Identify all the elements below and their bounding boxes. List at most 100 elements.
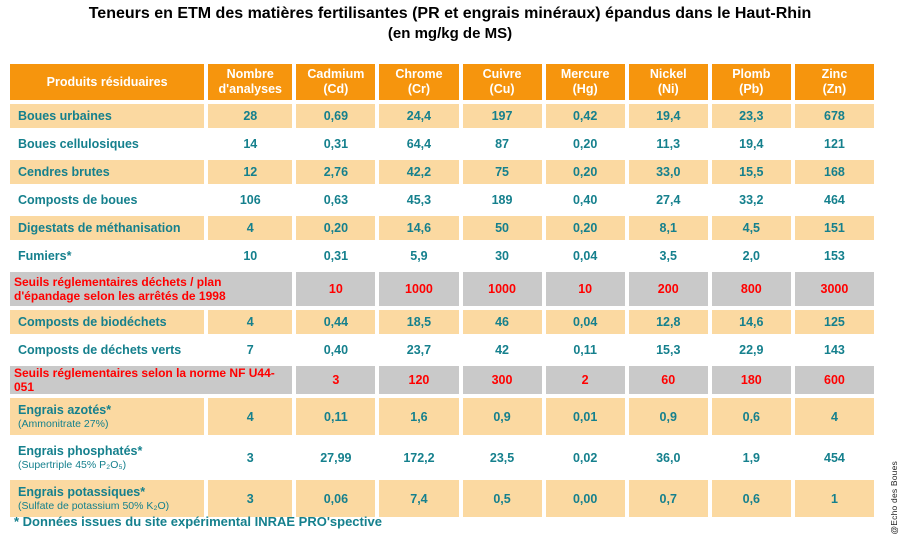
value-cell: 0,20 bbox=[545, 216, 625, 240]
product-cell: Engrais potassiques* (Sulfate de potassiu… bbox=[10, 480, 205, 517]
value-cell: 189 bbox=[462, 188, 542, 212]
threshold-value-cell: 800 bbox=[711, 272, 791, 306]
value-cell: 143 bbox=[794, 338, 874, 362]
threshold-value-cell: 10 bbox=[545, 272, 625, 306]
value-cell: 22,9 bbox=[711, 338, 791, 362]
value-cell: 7 bbox=[208, 338, 293, 362]
value-cell: 10 bbox=[208, 244, 293, 268]
value-cell: 0,06 bbox=[296, 480, 376, 517]
column-header: Plomb (Pb) bbox=[711, 64, 791, 100]
credit-watermark: @Echo des Boues bbox=[889, 461, 899, 535]
value-cell: 36,0 bbox=[628, 439, 708, 476]
product-sublabel: (Supertriple 45% P₂O₅) bbox=[18, 458, 127, 471]
product-label: Composts de biodéchets bbox=[18, 314, 167, 329]
value-cell: 12,8 bbox=[628, 310, 708, 334]
value-cell: 1,6 bbox=[379, 398, 459, 435]
value-cell: 1 bbox=[794, 480, 874, 517]
value-cell: 0,40 bbox=[545, 188, 625, 212]
value-cell: 64,4 bbox=[379, 132, 459, 156]
product-cell: Digestats de méthanisation bbox=[10, 216, 205, 240]
threshold-value-cell: 3 bbox=[296, 366, 376, 394]
column-header: Zinc (Zn) bbox=[794, 64, 874, 100]
product-label: Engrais azotés* bbox=[18, 402, 112, 417]
title-line1: Teneurs en ETM des matières fertilisante… bbox=[88, 5, 812, 22]
threshold-row: Seuils réglementaires déchets / plan d'é… bbox=[10, 272, 874, 306]
threshold-value-cell: 180 bbox=[711, 366, 791, 394]
value-cell: 197 bbox=[462, 104, 542, 128]
value-cell: 0,31 bbox=[296, 244, 376, 268]
value-cell: 42 bbox=[462, 338, 542, 362]
value-cell: 0,44 bbox=[296, 310, 376, 334]
column-header: Cadmium (Cd) bbox=[296, 64, 376, 100]
product-cell: Composts de biodéchets bbox=[10, 310, 205, 334]
table-row: Composts de biodéchets 4 0,44 18,5 46 0,04 12,… bbox=[10, 310, 874, 334]
value-cell: 24,4 bbox=[379, 104, 459, 128]
title-line2: (en mg/kg de MS) bbox=[387, 25, 513, 42]
value-cell: 0,11 bbox=[545, 338, 625, 362]
table-row: Engrais azotés* (Ammonitrate 27%) 4 0,11 1,6… bbox=[10, 398, 874, 435]
value-cell: 4 bbox=[208, 310, 293, 334]
value-cell: 464 bbox=[794, 188, 874, 212]
value-cell: 19,4 bbox=[628, 104, 708, 128]
product-cell: Boues cellulosiques bbox=[10, 132, 205, 156]
value-cell: 153 bbox=[794, 244, 874, 268]
value-cell: 172,2 bbox=[379, 439, 459, 476]
footnote: * Données issues du site expérimental IN… bbox=[14, 514, 382, 529]
value-cell: 151 bbox=[794, 216, 874, 240]
value-cell: 19,4 bbox=[711, 132, 791, 156]
column-header: Chrome (Cr) bbox=[379, 64, 459, 100]
value-cell: 5,9 bbox=[379, 244, 459, 268]
threshold-value-cell: 10 bbox=[296, 272, 376, 306]
value-cell: 4 bbox=[794, 398, 874, 435]
table-row: Composts de boues 106 0,63 45,3 189 0,40 27,4 3… bbox=[10, 188, 874, 212]
value-cell: 0,04 bbox=[545, 244, 625, 268]
value-cell: 27,99 bbox=[296, 439, 376, 476]
value-cell: 46 bbox=[462, 310, 542, 334]
value-cell: 0,9 bbox=[628, 398, 708, 435]
value-cell: 2,76 bbox=[296, 160, 376, 184]
value-cell: 28 bbox=[208, 104, 293, 128]
threshold-row: Seuils réglementaires selon la norme NF … bbox=[10, 366, 874, 394]
value-cell: 50 bbox=[462, 216, 542, 240]
column-header: Cuivre (Cu) bbox=[462, 64, 542, 100]
product-cell: Boues urbaines bbox=[10, 104, 205, 128]
product-cell: Composts de déchets verts bbox=[10, 338, 205, 362]
table-row: Digestats de méthanisation 4 0,20 14,6 50 0,2… bbox=[10, 216, 874, 240]
product-cell: Cendres brutes bbox=[10, 160, 205, 184]
product-cell: Composts de boues bbox=[10, 188, 205, 212]
value-cell: 75 bbox=[462, 160, 542, 184]
value-cell: 0,7 bbox=[628, 480, 708, 517]
value-cell: 27,4 bbox=[628, 188, 708, 212]
value-cell: 1,9 bbox=[711, 439, 791, 476]
threshold-value-cell: 1000 bbox=[379, 272, 459, 306]
value-cell: 14,6 bbox=[379, 216, 459, 240]
value-cell: 14,6 bbox=[711, 310, 791, 334]
product-cell: Engrais azotés* (Ammonitrate 27%) bbox=[10, 398, 205, 435]
value-cell: 3 bbox=[208, 439, 293, 476]
value-cell: 0,04 bbox=[545, 310, 625, 334]
value-cell: 15,3 bbox=[628, 338, 708, 362]
threshold-value-cell: 300 bbox=[462, 366, 542, 394]
value-cell: 87 bbox=[462, 132, 542, 156]
value-cell: 12 bbox=[208, 160, 293, 184]
table-row: Boues cellulosiques 14 0,31 64,4 87 0,20 11,3 1… bbox=[10, 132, 874, 156]
product-label: Cendres brutes bbox=[18, 164, 110, 179]
column-header: Nombre d'analyses bbox=[208, 64, 293, 100]
value-cell: 168 bbox=[794, 160, 874, 184]
column-header: Produits résiduaires bbox=[10, 64, 205, 100]
table-row: Engrais phosphatés* (Supertriple 45% P₂O₅… bbox=[10, 439, 874, 476]
table-row: Cendres brutes 12 2,76 42,2 75 0,20 33,0 15,5 16… bbox=[10, 160, 874, 184]
value-cell: 0,5 bbox=[462, 480, 542, 517]
value-cell: 0,6 bbox=[711, 480, 791, 517]
product-label: Digestats de méthanisation bbox=[18, 220, 181, 235]
value-cell: 11,3 bbox=[628, 132, 708, 156]
value-cell: 4,5 bbox=[711, 216, 791, 240]
value-cell: 23,5 bbox=[462, 439, 542, 476]
table-row: Boues urbaines 28 0,69 24,4 197 0,42 19,4 23,3 6… bbox=[10, 104, 874, 128]
product-label: Boues urbaines bbox=[18, 108, 112, 123]
value-cell: 4 bbox=[208, 216, 293, 240]
etm-table: Produits résiduaires Nombre d'analyses Cad… bbox=[6, 60, 878, 521]
value-cell: 33,0 bbox=[628, 160, 708, 184]
threshold-label-cell: Seuils réglementaires selon la norme NF … bbox=[10, 366, 293, 394]
threshold-value-cell: 60 bbox=[628, 366, 708, 394]
